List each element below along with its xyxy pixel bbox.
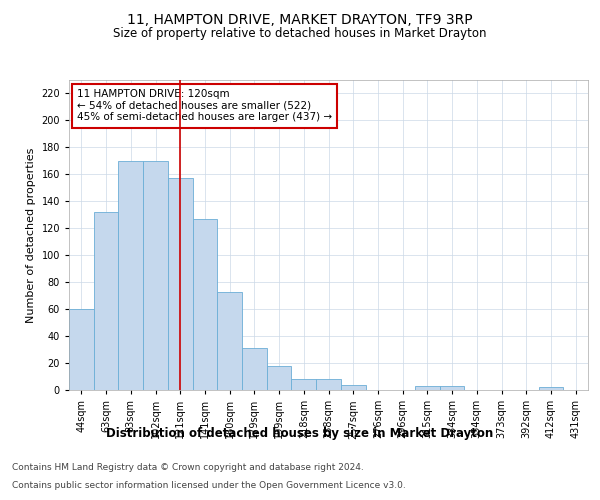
Y-axis label: Number of detached properties: Number of detached properties <box>26 148 36 322</box>
Bar <box>168 178 193 390</box>
Bar <box>193 219 217 390</box>
Bar <box>415 386 440 390</box>
Bar <box>242 348 267 390</box>
Bar <box>292 379 316 390</box>
Bar <box>217 292 242 390</box>
Text: 11 HAMPTON DRIVE: 120sqm
← 54% of detached houses are smaller (522)
45% of semi-: 11 HAMPTON DRIVE: 120sqm ← 54% of detach… <box>77 90 332 122</box>
Bar <box>440 386 464 390</box>
Text: Contains public sector information licensed under the Open Government Licence v3: Contains public sector information licen… <box>12 481 406 490</box>
Text: Size of property relative to detached houses in Market Drayton: Size of property relative to detached ho… <box>113 28 487 40</box>
Bar <box>69 309 94 390</box>
Bar <box>267 366 292 390</box>
Bar <box>539 388 563 390</box>
Bar <box>341 384 365 390</box>
Text: Distribution of detached houses by size in Market Drayton: Distribution of detached houses by size … <box>106 428 494 440</box>
Bar <box>316 379 341 390</box>
Bar <box>94 212 118 390</box>
Text: 11, HAMPTON DRIVE, MARKET DRAYTON, TF9 3RP: 11, HAMPTON DRIVE, MARKET DRAYTON, TF9 3… <box>127 12 473 26</box>
Text: Contains HM Land Registry data © Crown copyright and database right 2024.: Contains HM Land Registry data © Crown c… <box>12 464 364 472</box>
Bar <box>118 161 143 390</box>
Bar <box>143 161 168 390</box>
